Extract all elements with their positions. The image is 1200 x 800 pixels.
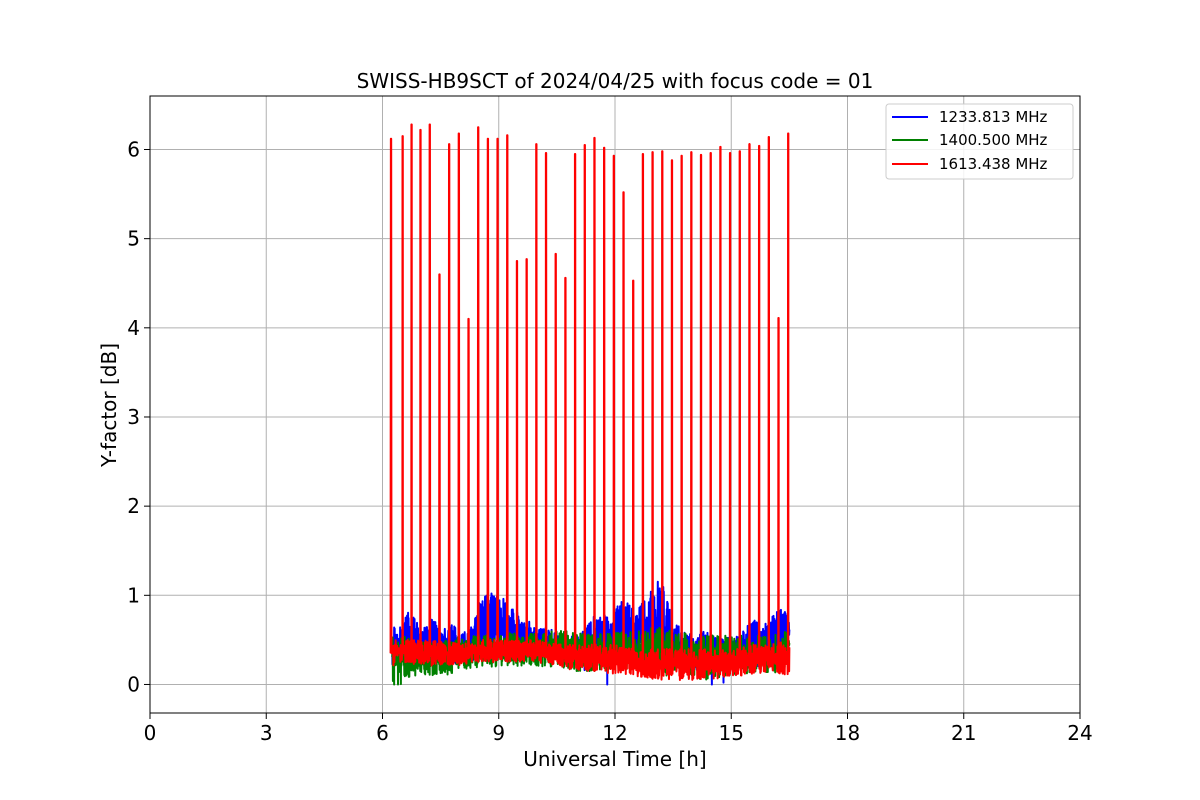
x-tick-label: 15	[719, 721, 744, 745]
x-tick-label: 3	[260, 721, 273, 745]
legend: 1233.813 MHz 1400.500 MHz 1613.438 MHz	[885, 103, 1074, 180]
x-tick-label: 0	[144, 721, 157, 745]
y-tick-label: 3	[127, 405, 140, 429]
y-tick-label: 0	[127, 672, 140, 696]
y-tick-label: 5	[127, 227, 140, 251]
legend-label-1233-mhz: 1233.813 MHz	[939, 108, 1048, 126]
x-axis-label: Universal Time [h]	[523, 747, 706, 771]
x-tick-label: 12	[602, 721, 627, 745]
x-tick-label: 18	[835, 721, 860, 745]
series-line-1613-mhz	[389, 123, 791, 681]
y-tick-label: 6	[127, 137, 140, 161]
x-tick-label: 24	[1067, 721, 1092, 745]
legend-label-1613-mhz: 1613.438 MHz	[939, 155, 1048, 173]
plot-series	[389, 123, 791, 686]
y-tick-label: 2	[127, 494, 140, 518]
y-axis-label: Y-factor [dB]	[97, 343, 121, 468]
x-tick-label: 9	[492, 721, 505, 745]
x-tick-label: 6	[376, 721, 389, 745]
legend-label-1400-mhz: 1400.500 MHz	[939, 131, 1048, 149]
legend-box	[885, 103, 1074, 180]
y-tick-label: 1	[127, 583, 140, 607]
x-tick-label: 21	[951, 721, 976, 745]
y-tick-label: 4	[127, 316, 140, 340]
chart-title: SWISS-HB9SCT of 2024/04/25 with focus co…	[357, 69, 874, 93]
